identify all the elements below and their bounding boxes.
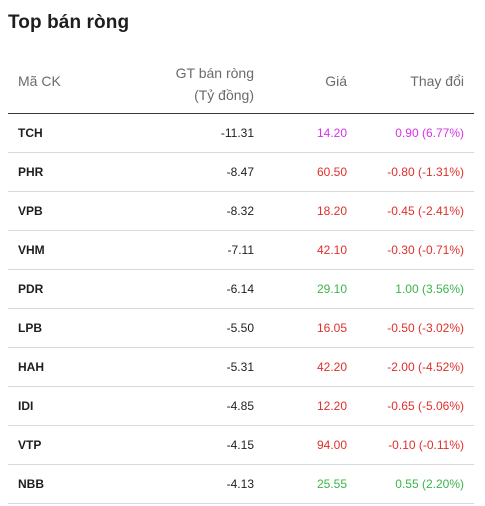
price-value: 42.20 (316, 360, 347, 374)
net-sell-value: -4.85 (226, 399, 254, 413)
net-sell-table: Mã CK GT bán ròng (Tỷ đồng) Giá Thay đổi… (8, 55, 474, 504)
table-row[interactable]: IDI -4.85 12.20 -0.65 (-5.06%) (8, 387, 474, 426)
price-value: 25.55 (316, 477, 347, 491)
net-sell-value: -8.47 (226, 165, 254, 179)
table-header: Mã CK GT bán ròng (Tỷ đồng) Giá Thay đổi (8, 55, 474, 114)
stock-code[interactable]: TCH (18, 126, 43, 140)
price-value: 94.00 (316, 438, 347, 452)
change-value: 1.00 (3.56%) (395, 282, 464, 296)
change-value: -2.00 (-4.52%) (387, 360, 464, 374)
table-row[interactable]: VPB -8.32 18.20 -0.45 (-2.41%) (8, 192, 474, 231)
table-row[interactable]: VTP -4.15 94.00 -0.10 (-0.11%) (8, 426, 474, 465)
price-value: 60.50 (316, 165, 347, 179)
net-sell-value: -5.31 (226, 360, 254, 374)
header-price[interactable]: Giá (325, 73, 347, 89)
net-sell-value: -8.32 (226, 204, 254, 218)
change-value: -0.30 (-0.71%) (387, 243, 464, 257)
table-row[interactable]: PHR -8.47 60.50 -0.80 (-1.31%) (8, 153, 474, 192)
price-value: 18.20 (316, 204, 347, 218)
change-value: 0.55 (2.20%) (395, 477, 464, 491)
price-value: 42.10 (316, 243, 347, 257)
table-row[interactable]: TCH -11.31 14.20 0.90 (6.77%) (8, 114, 474, 153)
change-value: -0.65 (-5.06%) (387, 399, 464, 413)
widget-title: Top bán ròng (8, 12, 130, 33)
stock-code[interactable]: VTP (18, 438, 42, 452)
change-value: 0.90 (6.77%) (395, 126, 464, 140)
header-net-sell-label: GT bán ròng (175, 65, 254, 81)
net-sell-value: -4.15 (226, 438, 254, 452)
price-value: 29.10 (316, 282, 347, 296)
price-value: 16.05 (316, 321, 347, 335)
table-body: TCH -11.31 14.20 0.90 (6.77%) PHR -8.47 … (8, 114, 474, 504)
change-value: -0.10 (-0.11%) (388, 438, 464, 452)
stock-code[interactable]: NBB (18, 477, 44, 491)
net-sell-value: -11.31 (220, 126, 254, 140)
table-row[interactable]: PDR -6.14 29.10 1.00 (3.56%) (8, 270, 474, 309)
table-row[interactable]: VHM -7.11 42.10 -0.30 (-0.71%) (8, 231, 474, 270)
stock-code[interactable]: PDR (18, 282, 44, 296)
net-sell-value: -5.50 (226, 321, 254, 335)
net-sell-value: -6.14 (226, 282, 254, 296)
net-sell-value: -7.11 (227, 243, 254, 257)
change-value: -0.50 (-3.02%) (387, 321, 464, 335)
header-change[interactable]: Thay đổi (410, 73, 464, 89)
table-row[interactable]: LPB -5.50 16.05 -0.50 (-3.02%) (8, 309, 474, 348)
change-value: -0.45 (-2.41%) (387, 204, 464, 218)
table-row[interactable]: HAH -5.31 42.20 -2.00 (-4.52%) (8, 348, 474, 387)
stock-code[interactable]: HAH (18, 360, 44, 374)
stock-code[interactable]: IDI (18, 399, 34, 413)
header-net-sell-unit: (Tỷ đồng) (194, 87, 254, 103)
price-value: 12.20 (316, 399, 347, 413)
stock-code[interactable]: VHM (18, 243, 45, 257)
net-sell-value: -4.13 (226, 477, 254, 491)
price-value: 14.20 (316, 126, 347, 140)
stock-code[interactable]: VPB (18, 204, 43, 218)
table-row[interactable]: NBB -4.13 25.55 0.55 (2.20%) (8, 465, 474, 504)
stock-code[interactable]: PHR (18, 165, 44, 179)
header-stock-code[interactable]: Mã CK (18, 73, 61, 89)
header-net-sell-value[interactable]: GT bán ròng (Tỷ đồng) (176, 62, 254, 106)
change-value: -0.80 (-1.31%) (387, 165, 464, 179)
stock-code[interactable]: LPB (18, 321, 42, 335)
